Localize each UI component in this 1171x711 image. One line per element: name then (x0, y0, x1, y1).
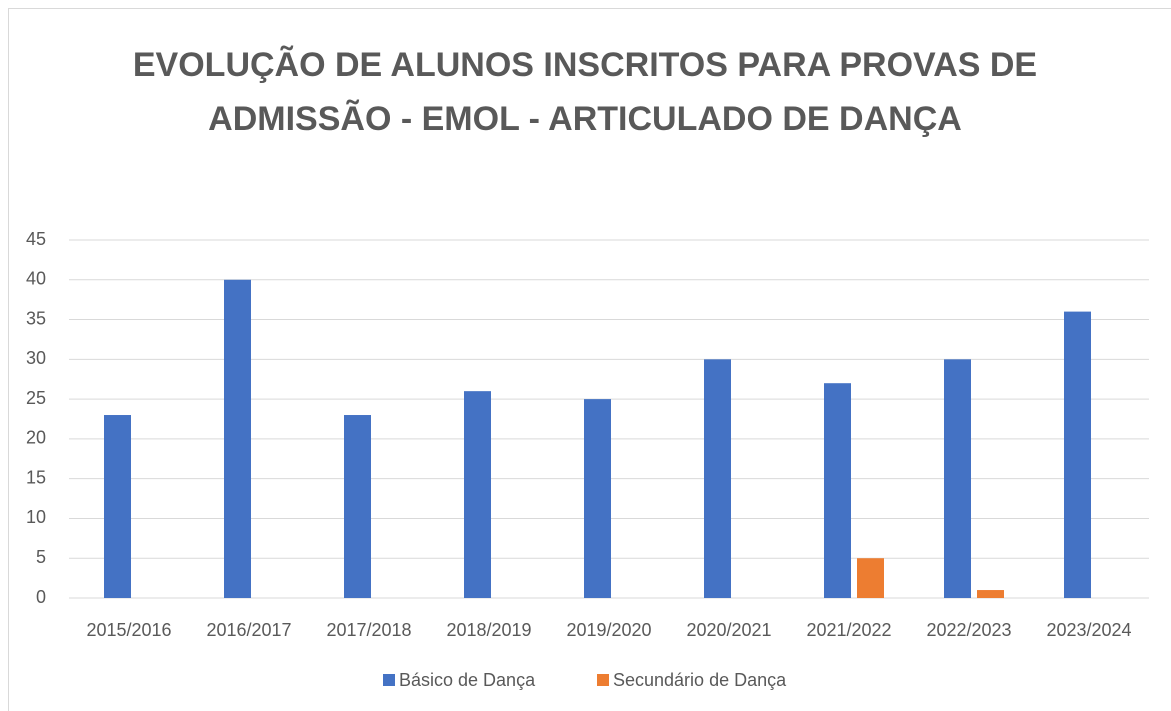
bar (977, 590, 1004, 598)
bar (104, 415, 131, 598)
x-tick-label: 2022/2023 (926, 620, 1011, 640)
y-tick-label: 10 (26, 507, 46, 527)
bar (944, 359, 971, 598)
x-tick-label: 2015/2016 (86, 620, 171, 640)
bar (464, 391, 491, 598)
bar (224, 279, 251, 598)
bar (1064, 311, 1091, 598)
bar (824, 383, 851, 598)
y-tick-label: 20 (26, 428, 46, 448)
bar (584, 399, 611, 598)
y-tick-label: 25 (26, 388, 46, 408)
x-tick-label: 2020/2021 (686, 620, 771, 640)
x-tick-label: 2019/2020 (566, 620, 651, 640)
bar (344, 415, 371, 598)
y-tick-label: 0 (36, 587, 46, 607)
x-tick-label: 2023/2024 (1046, 620, 1131, 640)
y-tick-label: 30 (26, 348, 46, 368)
y-tick-label: 15 (26, 467, 46, 487)
bar (857, 558, 884, 598)
legend-label: Básico de Dança (399, 670, 536, 690)
x-tick-label: 2018/2019 (446, 620, 531, 640)
x-tick-label: 2016/2017 (206, 620, 291, 640)
chart-border (8, 8, 1171, 711)
y-tick-label: 5 (36, 547, 46, 567)
y-tick-label: 40 (26, 269, 46, 289)
legend-swatch (597, 674, 609, 686)
x-tick-label: 2021/2022 (806, 620, 891, 640)
bar (704, 359, 731, 598)
legend-label: Secundário de Dança (613, 670, 787, 690)
y-tick-label: 35 (26, 308, 46, 328)
legend-swatch (383, 674, 395, 686)
x-tick-label: 2017/2018 (326, 620, 411, 640)
chart-title: EVOLUÇÃO DE ALUNOS INSCRITOS PARA PROVAS… (132, 46, 1038, 138)
y-tick-label: 45 (26, 229, 46, 249)
